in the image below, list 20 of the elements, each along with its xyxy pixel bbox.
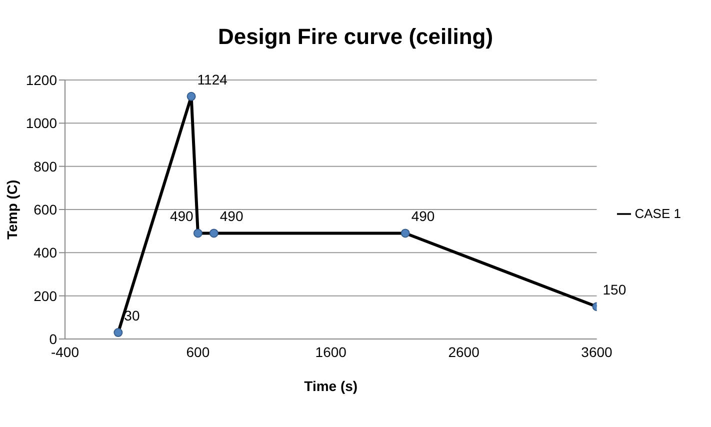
y-tick-label: 600 xyxy=(34,201,58,218)
y-tick-label: 1000 xyxy=(26,115,58,132)
y-tick-label: 800 xyxy=(34,158,58,174)
data-label: 1124 xyxy=(197,71,228,88)
x-tick-label: 1600 xyxy=(315,344,347,360)
data-label: 150 xyxy=(602,282,626,298)
legend-label: CASE 1 xyxy=(634,206,681,221)
y-tick-label: 1200 xyxy=(26,72,58,88)
data-label: 490 xyxy=(220,208,244,224)
y-axis-title: Temp (C) xyxy=(4,180,20,240)
chart-title: Design Fire curve (ceiling) xyxy=(216,24,494,50)
data-label: 30 xyxy=(124,308,140,324)
data-label: 490 xyxy=(411,208,435,224)
y-tick-label: 400 xyxy=(34,244,58,261)
y-tick-label: 200 xyxy=(34,288,58,304)
x-tick-label: 3600 xyxy=(581,344,613,360)
x-tick-label: 600 xyxy=(186,344,210,360)
x-axis-title: Time (s) xyxy=(304,378,358,394)
data-label: 490 xyxy=(170,208,194,224)
x-tick-label: 2600 xyxy=(448,344,480,360)
